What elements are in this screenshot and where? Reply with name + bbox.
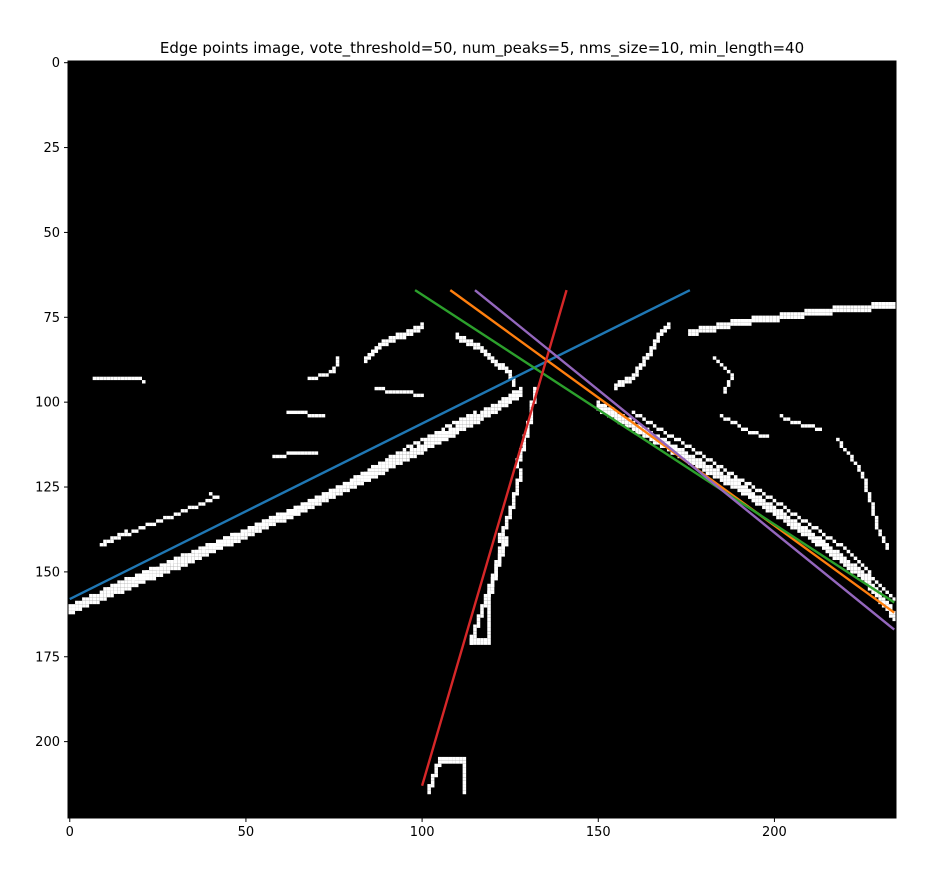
x-tick-label: 0 <box>66 825 74 840</box>
edge-stroke-mid-cluster-a <box>286 410 326 418</box>
edge-stroke-center-dash-lower-right <box>469 536 505 645</box>
y-tick-label: 175 <box>35 650 60 665</box>
edge-stroke-right-cluster-c <box>779 414 823 432</box>
edge-stroke-left-specks <box>99 492 220 547</box>
y-axis: 0 25 50 75 100 125 150 175 200 <box>35 56 68 750</box>
edge-stroke-left-shrubs <box>92 376 146 384</box>
edge-stroke-right-cluster-b <box>719 414 770 438</box>
edge-stroke-left-tree <box>307 356 340 381</box>
y-tick-label: 125 <box>35 481 60 496</box>
edge-stroke-left-lane-inner <box>103 410 477 591</box>
axes-frame <box>67 60 897 819</box>
edge-stroke-roadside-right-a <box>614 322 671 391</box>
y-tick-label: 50 <box>43 226 60 241</box>
y-tick-label: 75 <box>43 311 60 326</box>
x-tick-label: 50 <box>238 825 255 840</box>
edge-stroke-bottom-arrow <box>427 756 467 795</box>
x-tick-label: 150 <box>586 825 611 840</box>
edge-stroke-horizon-right <box>688 302 896 336</box>
chart-title: Edge points image, vote_threshold=50, nu… <box>160 39 804 58</box>
edge-stroke-right-specks <box>836 437 889 550</box>
hough-line-5 <box>474 289 895 631</box>
edge-stroke-right-lane-inner <box>631 410 896 601</box>
hough-line-3 <box>414 289 895 604</box>
y-tick-label: 25 <box>43 141 60 156</box>
edge-stroke-center-dash-mid <box>497 468 523 544</box>
edge-stroke-roadside-left-a <box>363 322 424 364</box>
hough-lines <box>69 289 895 787</box>
x-tick-label: 100 <box>410 825 435 840</box>
y-tick-label: 0 <box>52 56 60 71</box>
y-tick-label: 100 <box>35 396 60 411</box>
x-tick-label: 200 <box>762 825 787 840</box>
edge-stroke-roadside-left-b <box>455 332 516 387</box>
edge-stroke-right-cluster-a <box>712 356 734 394</box>
y-tick-label: 150 <box>35 565 60 580</box>
edge-stroke-mid-cluster-c <box>374 386 424 398</box>
x-axis: 0 50 100 150 200 <box>66 818 787 840</box>
edge-stroke-mid-cluster-b <box>272 451 319 459</box>
hough-line-1 <box>69 289 691 601</box>
image-background <box>68 61 896 818</box>
hough-line-4 <box>420 289 568 787</box>
y-tick-label: 200 <box>35 735 60 750</box>
